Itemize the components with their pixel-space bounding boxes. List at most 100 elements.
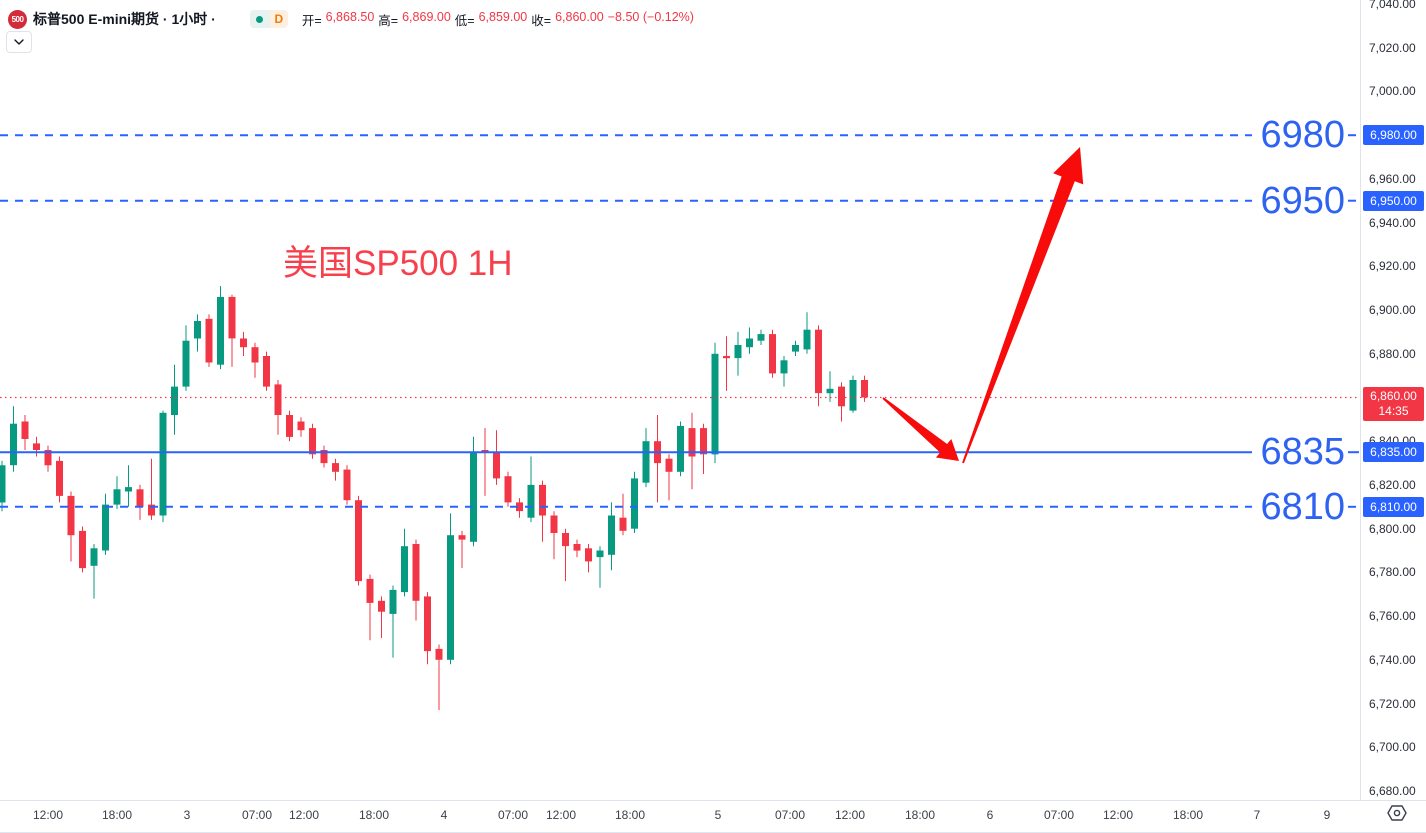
price-axis-label: 6,800.00 xyxy=(1369,521,1416,536)
current-price-badge-value: 6,860.00 xyxy=(1370,389,1417,404)
pullback-down-arrow[interactable] xyxy=(882,397,959,461)
time-axis-label: 12:00 xyxy=(32,808,64,822)
candle-body xyxy=(723,356,730,359)
level-big-label-6980[interactable]: 6980 xyxy=(1260,114,1345,157)
candle-body xyxy=(481,450,489,453)
level-big-label-6810[interactable]: 6810 xyxy=(1260,485,1345,528)
candle-body xyxy=(435,648,443,660)
candle-body xyxy=(125,487,132,492)
candle-body xyxy=(21,421,29,439)
time-axis[interactable]: 12:00 18:00 3 07:00 12:00 18:00 4 07:00 12:00 18:… xyxy=(0,800,1426,833)
time-axis-label: 18:00 xyxy=(1172,808,1204,822)
price-axis-label: 6,780.00 xyxy=(1369,565,1416,580)
candle-body xyxy=(148,504,155,516)
candle-body xyxy=(67,495,75,536)
candle-body xyxy=(573,544,581,551)
candle-body xyxy=(332,463,339,472)
gear-icon xyxy=(1387,805,1407,821)
price-axis-label: 6,820.00 xyxy=(1369,477,1416,492)
open-label: 开= xyxy=(301,13,322,28)
ohlc-readout: 开= 6,868.50 高= 6,869.00 低= 6,859.00 收= 6,860… xyxy=(302,10,694,29)
price-axis-label: 6,940.00 xyxy=(1369,215,1416,230)
time-axis-label: 4 xyxy=(440,808,448,822)
candle-body xyxy=(0,465,6,503)
candle-body xyxy=(504,476,512,503)
candle-body xyxy=(838,386,845,407)
candle-body xyxy=(688,428,696,457)
time-axis-label: 07:00 xyxy=(497,808,529,822)
time-axis-label: 9 xyxy=(1323,808,1331,822)
candle-body xyxy=(424,596,431,652)
chart-annotation-title[interactable]: 美国SP500 1H xyxy=(283,244,513,283)
candle-body xyxy=(113,489,121,505)
candle-body xyxy=(90,548,98,566)
collapse-legend-button[interactable] xyxy=(6,31,32,53)
candle-body xyxy=(642,441,650,483)
time-axis-label: 12:00 xyxy=(288,808,320,822)
candle-body xyxy=(240,338,247,348)
level-big-label-6950[interactable]: 6950 xyxy=(1260,179,1345,222)
candle-body xyxy=(136,489,144,507)
candle-body xyxy=(251,347,259,363)
candle-body xyxy=(355,500,362,582)
candle-body xyxy=(320,450,328,464)
candle-body xyxy=(228,296,236,339)
candle-body xyxy=(700,428,707,455)
candle-body xyxy=(389,589,397,614)
interval-status-pill[interactable]: D xyxy=(249,10,288,28)
candle-body xyxy=(539,484,546,516)
symbol-title[interactable]: 标普500 E-mini期货 · 1小时 · xyxy=(33,11,216,27)
bar-countdown: 14:35 xyxy=(1378,404,1409,419)
price-axis[interactable]: 7,040.00 7,020.00 7,000.00 6,960.00 6,940.00… xyxy=(1360,0,1426,800)
candle-body xyxy=(159,412,167,516)
candle-body xyxy=(815,329,822,394)
time-axis-label: 18:00 xyxy=(358,808,390,822)
candle-body xyxy=(44,450,52,466)
price-axis-label: 6,960.00 xyxy=(1369,171,1416,186)
candle-body xyxy=(493,452,500,479)
price-axis-label: 6,700.00 xyxy=(1369,740,1416,755)
sp500-logo-badge[interactable]: 500 xyxy=(8,9,27,29)
price-axis-label: 6,880.00 xyxy=(1369,346,1416,361)
candle-body xyxy=(585,548,592,562)
time-axis-label: 18:00 xyxy=(904,808,936,822)
price-axis-label: 7,020.00 xyxy=(1369,40,1416,55)
time-axis-label: 12:00 xyxy=(1102,808,1134,822)
candle-body xyxy=(792,345,799,352)
low-value: 6,859.00 xyxy=(478,9,528,24)
candle-body xyxy=(826,388,834,394)
candle-body xyxy=(33,443,40,450)
candle-body xyxy=(769,334,776,374)
change-value: −8.50 (−0.12%) xyxy=(607,9,694,24)
price-axis-label: 6,720.00 xyxy=(1369,696,1416,711)
candle-body xyxy=(849,380,857,411)
level-big-label-6835[interactable]: 6835 xyxy=(1260,431,1345,474)
rally-up-arrow[interactable] xyxy=(962,147,1084,464)
candle-body xyxy=(378,600,385,612)
level-price-badge: 6,950.00 xyxy=(1363,190,1424,211)
level-price-badge: 6,835.00 xyxy=(1363,442,1424,463)
candle-body xyxy=(412,544,420,601)
candle-body xyxy=(711,353,719,455)
interval-d-badge[interactable]: D xyxy=(269,10,288,28)
candle-body xyxy=(780,360,788,374)
candle-body xyxy=(631,478,638,529)
level-price-badge: 6,810.00 xyxy=(1363,496,1424,517)
candle-body xyxy=(458,535,466,540)
chevron-down-icon xyxy=(14,39,24,45)
time-axis-label: 07:00 xyxy=(774,808,806,822)
axis-settings-gear-icon[interactable] xyxy=(1387,804,1407,822)
candle-body xyxy=(79,530,86,569)
candle-body xyxy=(263,356,270,387)
candle-body xyxy=(56,460,63,496)
candle-body xyxy=(297,421,305,431)
candle-body xyxy=(562,533,569,547)
price-axis-label: 6,900.00 xyxy=(1369,303,1416,318)
candle-body xyxy=(286,415,293,437)
time-axis-label: 18:00 xyxy=(614,808,646,822)
market-status-icon xyxy=(249,10,270,28)
time-axis-label: 6 xyxy=(986,808,994,822)
candle-body xyxy=(309,428,316,455)
candle-body xyxy=(596,550,604,558)
price-axis-label: 6,680.00 xyxy=(1369,783,1416,798)
